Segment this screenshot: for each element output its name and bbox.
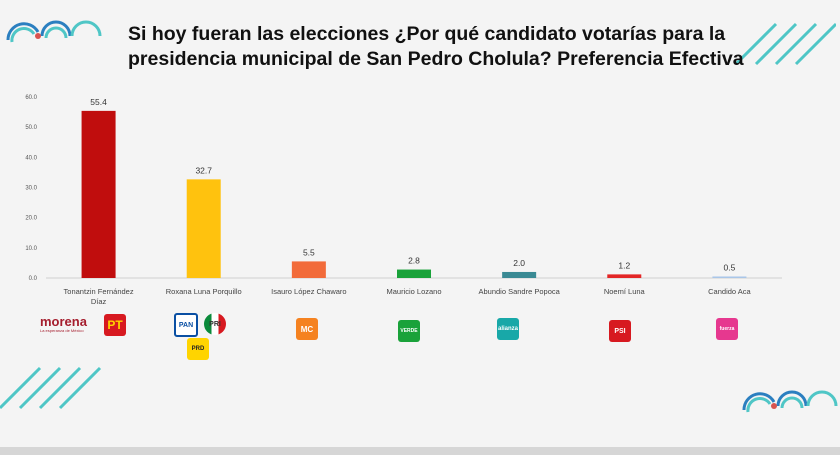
y-tick-label: 60.0 xyxy=(25,95,37,101)
y-tick-label: 40.0 xyxy=(25,155,37,161)
y-tick-label: 30.0 xyxy=(25,186,37,192)
y-tick-label: 10.0 xyxy=(25,246,37,252)
category-label: Isauro López Chawaro xyxy=(271,287,346,296)
data-label: 2.0 xyxy=(513,258,525,268)
bar xyxy=(712,276,747,278)
data-label: 0.5 xyxy=(724,262,736,272)
morena-logo: morena La esperanza de México xyxy=(40,313,87,333)
pt-logo: PT xyxy=(104,314,126,336)
brand-logo-bottom-right xyxy=(742,390,838,413)
decorative-stripes-top-right xyxy=(736,22,836,66)
category-label: Tonantzin Fernández xyxy=(64,287,134,296)
chart-title: Si hoy fueran las elecciones ¿Por qué ca… xyxy=(128,22,768,72)
bottom-bar xyxy=(0,447,840,455)
bar xyxy=(607,274,642,278)
chart-title-line-2: presidencia municipal de San Pedro Cholu… xyxy=(128,48,744,70)
chart-title-line-1: Si hoy fueran las elecciones ¿Por qué ca… xyxy=(128,23,726,45)
fuerza-logo: fuerza xyxy=(716,318,738,340)
decorative-stripes-bottom-left xyxy=(0,366,102,410)
bar xyxy=(397,269,431,278)
bar xyxy=(502,271,537,278)
data-label: 2.8 xyxy=(408,256,420,266)
pri-logo: PRI xyxy=(204,313,226,335)
category-label: Abundio Sandre Popoca xyxy=(478,287,560,296)
data-label: 5.5 xyxy=(303,247,315,257)
verde-logo: VERDE xyxy=(398,320,420,342)
bar xyxy=(291,261,326,278)
category-label: Noemí Luna xyxy=(604,287,646,296)
category-label: Roxana Luna Porquillo xyxy=(166,287,242,296)
data-label: 32.7 xyxy=(195,165,212,175)
category-label: Mauricio Lozano xyxy=(386,287,441,296)
data-label: 1.2 xyxy=(618,260,630,270)
pan-logo: PAN xyxy=(174,313,198,337)
data-label: 55.4 xyxy=(90,97,107,107)
y-tick-label: 20.0 xyxy=(25,216,37,222)
prd-logo: PRD xyxy=(187,338,209,360)
bar xyxy=(186,179,221,278)
y-tick-label: 50.0 xyxy=(25,125,37,131)
bar xyxy=(81,110,116,278)
category-label: Díaz xyxy=(91,297,107,306)
nueva-alianza-logo: alianza xyxy=(497,318,519,340)
mc-logo: MC xyxy=(296,318,318,340)
category-label: Candido Aca xyxy=(708,287,751,296)
y-tick-label: 0.0 xyxy=(29,276,38,282)
brand-logo-top-left xyxy=(6,20,102,43)
psi-logo: PSI xyxy=(609,320,631,342)
